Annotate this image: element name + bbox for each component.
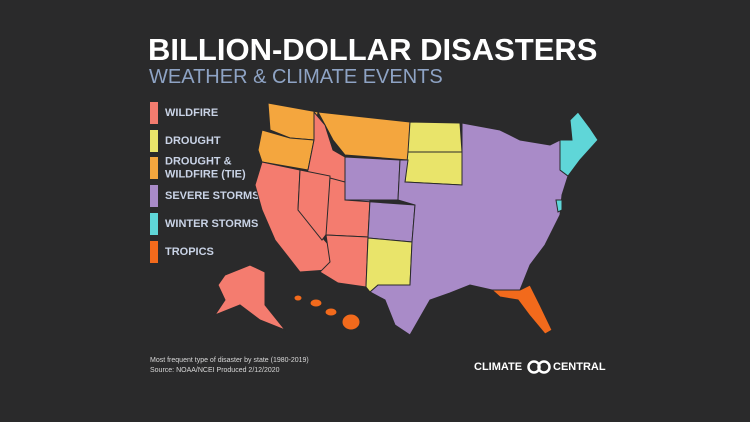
region: [365, 237, 413, 293]
legend-label: DROUGHT: [165, 135, 221, 147]
us-map: [213, 102, 599, 336]
legend-label: WILDFIRE: [165, 107, 218, 119]
legend-label: WINTER STORMS: [165, 218, 258, 230]
region: [369, 122, 569, 336]
legend-swatch: [150, 130, 158, 152]
region: [404, 151, 463, 186]
region: [213, 264, 287, 332]
legend: WILDFIRE DROUGHT DROUGHT &WILDFIRE (TIE) SE…: [150, 102, 260, 263]
region: [344, 156, 401, 201]
legend-swatch: [150, 213, 158, 235]
legend-label: WILDFIRE (TIE): [165, 168, 246, 180]
legend-label: TROPICS: [165, 246, 214, 258]
legend-swatch: [150, 241, 158, 263]
legend-label: SEVERE STORMS: [165, 190, 260, 202]
legend-label: DROUGHT &: [165, 155, 232, 167]
region: [555, 199, 563, 213]
region: [297, 169, 331, 241]
region: [309, 298, 323, 308]
region: [490, 284, 553, 335]
logo-text: CENTRAL: [553, 361, 606, 373]
region: [559, 111, 599, 177]
footnote: Source: NOAA/NCEI Produced 2/12/2020: [150, 367, 280, 374]
subtitle: WEATHER & CLIMATE EVENTS: [149, 66, 443, 88]
legend-swatch: [150, 102, 158, 124]
footnote: Most frequent type of disaster by state …: [150, 357, 309, 364]
region: [407, 121, 463, 153]
title: BILLION-DOLLAR DISASTERS: [148, 32, 598, 67]
legend-swatch: [150, 157, 158, 179]
logo: CLIMATE CENTRAL: [474, 360, 606, 374]
legend-swatch: [150, 185, 158, 207]
region: [341, 313, 361, 331]
logo-text: CLIMATE: [474, 361, 522, 373]
logo-icon: [537, 360, 551, 374]
region: [324, 307, 338, 317]
region: [293, 294, 303, 302]
